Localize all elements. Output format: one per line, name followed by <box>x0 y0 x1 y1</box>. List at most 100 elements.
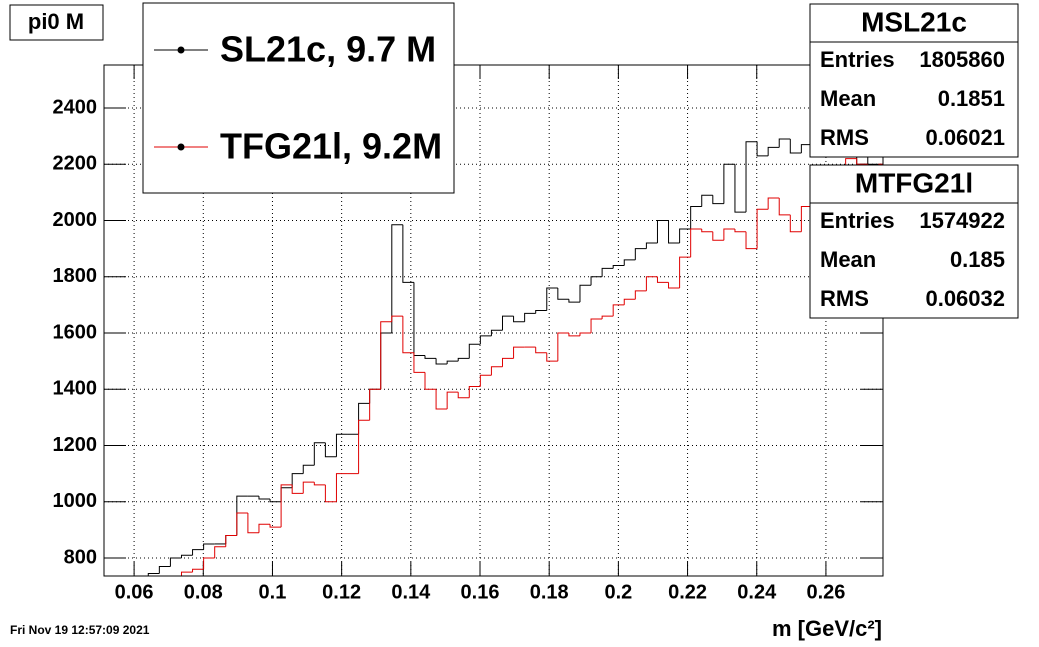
y-tick-label: 2000 <box>53 209 98 231</box>
histogram-bin <box>579 332 592 336</box>
histogram-bin <box>169 575 182 576</box>
histogram-bin <box>302 481 315 494</box>
histogram-bin <box>479 335 492 345</box>
x-tick-label: 0.22 <box>668 581 707 603</box>
histogram-bin <box>789 138 802 154</box>
histogram-bin <box>634 290 647 300</box>
legend <box>142 2 455 194</box>
histogram-bin <box>723 228 735 241</box>
x-tick-label: 0.08 <box>184 581 223 603</box>
histogram-bin <box>712 195 724 205</box>
legend-label: TFG21l, 9.2M <box>220 126 442 167</box>
y-tick-label: 800 <box>64 546 97 568</box>
histogram-bin <box>645 242 658 249</box>
histogram-bin <box>137 578 148 581</box>
stats-value: 1574922 <box>919 208 1005 233</box>
histogram-bin <box>358 402 370 435</box>
histogram-bin <box>668 220 680 244</box>
histogram-bin <box>424 355 437 359</box>
histogram-bin <box>856 158 868 165</box>
y-tick-label: 1000 <box>53 490 98 512</box>
histogram-bin <box>490 329 503 336</box>
histogram-bin <box>701 194 713 207</box>
histogram-bin <box>623 298 636 305</box>
histogram-bin <box>158 565 171 574</box>
histogram-bin <box>557 288 569 300</box>
histogram-bin <box>192 568 204 573</box>
histogram-bin <box>634 248 647 260</box>
histogram-bin <box>291 473 304 488</box>
stats-title: MTFG21l <box>855 167 973 198</box>
x-tick-label: 0.2 <box>604 581 632 603</box>
histogram-bin <box>291 484 304 494</box>
histogram-bin <box>701 228 713 233</box>
stats-box <box>809 164 1019 319</box>
histogram-bin <box>645 276 658 291</box>
histogram-bin <box>690 205 702 229</box>
legend-marker <box>177 46 185 54</box>
histogram-bin <box>104 576 115 589</box>
histogram-bin <box>679 228 691 244</box>
histogram-bin <box>789 214 802 233</box>
histogram-bin <box>668 282 680 289</box>
histogram-bin <box>468 385 481 398</box>
histogram-bin <box>501 315 514 331</box>
histogram-bin <box>546 352 558 362</box>
x-tick-label: 0.1 <box>259 581 287 603</box>
histogram-bin <box>679 256 691 289</box>
histogram-bin <box>391 224 403 334</box>
y-tick-label: 2200 <box>53 153 98 175</box>
histogram-bin <box>612 304 625 317</box>
stats-value: 0.185 <box>950 247 1005 272</box>
histogram-bin <box>358 419 370 474</box>
histogram-bin <box>767 197 780 210</box>
histogram-bin <box>324 442 337 458</box>
histogram-bin <box>413 282 426 357</box>
y-tick-label: 1200 <box>53 434 98 456</box>
histogram-bin <box>180 571 193 576</box>
histogram-bin <box>424 372 437 390</box>
histogram-bin <box>745 231 758 250</box>
plot-area <box>104 132 883 589</box>
x-tick-label: 0.18 <box>530 581 569 603</box>
x-tick-label: 0.14 <box>391 581 431 603</box>
histogram-bin <box>324 484 337 503</box>
histogram-bin <box>280 484 293 528</box>
stats-value: 1805860 <box>919 47 1005 72</box>
chart-title: pi0 M <box>28 9 84 34</box>
legend-marker <box>177 143 185 151</box>
histogram-bin <box>513 346 525 359</box>
histogram-bin <box>612 265 625 269</box>
stats-value: 0.06032 <box>925 286 1005 311</box>
histogram-bin <box>535 347 547 354</box>
histogram-bin <box>313 482 326 486</box>
histogram-bin <box>579 284 592 303</box>
stats-value: 0.1851 <box>938 86 1005 111</box>
histogram-bin <box>756 141 769 157</box>
histogram-bin <box>468 343 481 359</box>
histogram-bin <box>236 512 248 536</box>
histogram-bin <box>369 388 381 404</box>
histogram-bin <box>601 315 614 319</box>
histogram-bin <box>380 332 392 390</box>
y-tick-label: 2400 <box>53 96 98 118</box>
stats-label: Entries <box>820 47 895 72</box>
legend-label: SL21c, 9.7 M <box>220 29 436 70</box>
stats-label: Mean <box>820 86 876 111</box>
x-tick-label: 0.12 <box>322 581 361 603</box>
histogram-bin <box>225 535 237 547</box>
histogram-bin <box>380 321 392 390</box>
histogram-bin <box>712 231 724 241</box>
histogram-bin <box>225 535 237 544</box>
histogram-bin <box>435 389 448 410</box>
x-axis-label: m [GeV/c²] <box>772 616 882 641</box>
histogram-bin <box>778 198 791 216</box>
histogram-bin <box>590 318 603 334</box>
histogram-bin <box>590 276 603 286</box>
histogram-bin <box>214 546 226 559</box>
histogram-bin <box>513 316 525 323</box>
histogram-bin <box>147 572 160 576</box>
histogram-bin <box>524 312 536 322</box>
histogram-bin <box>258 496 271 500</box>
histogram-bin <box>203 543 215 550</box>
